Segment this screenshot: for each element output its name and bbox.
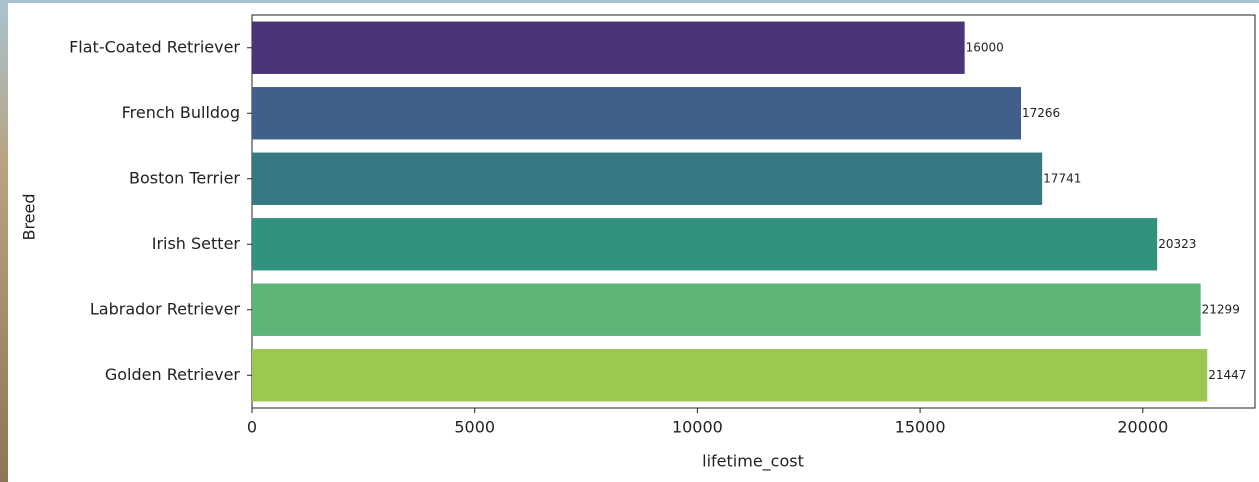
y-tick-label: French Bulldog [122, 103, 240, 122]
x-tick-label: 20000 [1117, 418, 1168, 437]
bar [252, 283, 1201, 336]
x-axis-label: lifetime_cost [702, 452, 804, 472]
value-label: 20323 [1158, 237, 1196, 251]
bar [252, 349, 1208, 402]
y-axis-label: Breed [20, 193, 39, 240]
bar [252, 87, 1022, 140]
value-label: 16000 [966, 40, 1004, 54]
y-tick-label: Golden Retriever [105, 365, 241, 384]
value-label: 21299 [1202, 302, 1240, 316]
x-tick-label: 5000 [454, 418, 495, 437]
x-tick-label: 15000 [895, 418, 946, 437]
axes-frame [251, 14, 1256, 409]
y-tick-label: Flat-Coated Retriever [69, 37, 240, 56]
value-label: 17266 [1022, 106, 1060, 120]
value-label: 17741 [1043, 171, 1081, 185]
y-tick-label: Irish Setter [152, 234, 241, 253]
x-tick-label: 10000 [672, 418, 723, 437]
y-tick-label: Boston Terrier [129, 168, 240, 187]
x-tick-label: 0 [247, 418, 257, 437]
value-label: 21447 [1208, 368, 1246, 382]
bar [252, 218, 1158, 271]
bar [252, 152, 1043, 205]
bar [252, 21, 965, 74]
y-tick-label: Labrador Retriever [90, 299, 241, 318]
